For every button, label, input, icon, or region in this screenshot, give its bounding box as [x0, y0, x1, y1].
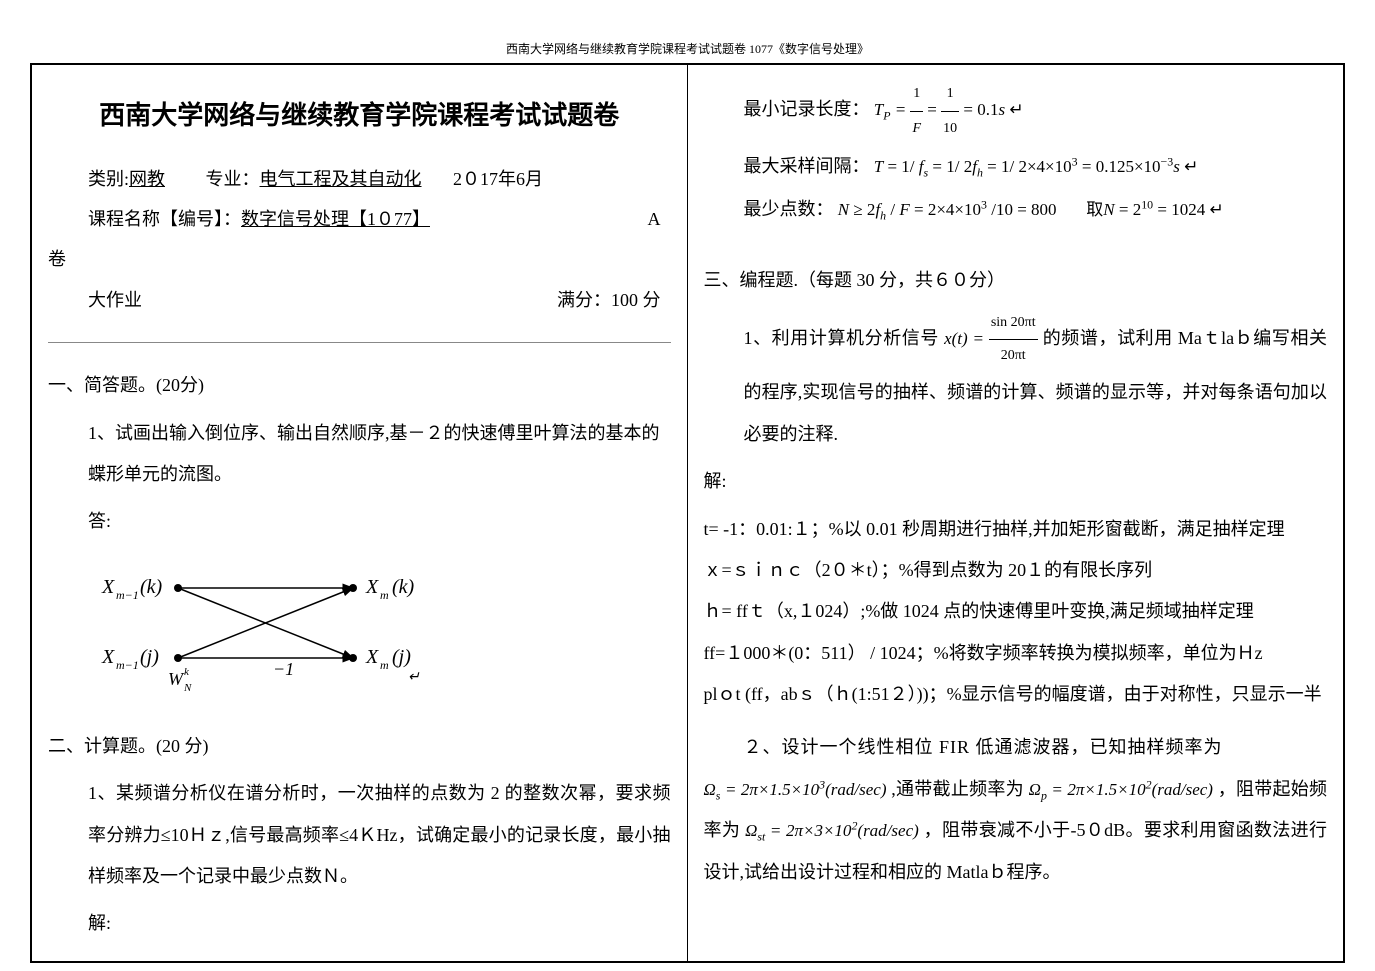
code-l2: ｘ=ｓｉｎｃ（2０＊t）；%得到点数为 20１的有限长序列 [704, 550, 1328, 591]
page-title: 西南大学网络与继续教育学院课程考试试题卷 [48, 95, 671, 132]
q31-prefix: 1、利用计算机分析信号 [744, 328, 939, 348]
section-2-question: 1、某频谱分析仪在谱分析时，一次抽样的点数为 2 的整数次幂，要求频率分辨力≤1… [48, 773, 671, 897]
formula-line-2: 最大采样间隔： T = 1/ fs = 1/ 2fh = 1/ 2×4×103 … [704, 145, 1328, 188]
section-1-question: 1、试画出输入倒位序、输出自然顺序,基－２的快速傅里叶算法的基本的蝶形单元的流图… [48, 413, 671, 496]
meta-line-1: 类别:网教 专业：电气工程及其自动化 2０17年6月 [48, 160, 671, 200]
svg-text:m: m [380, 658, 389, 672]
divider [48, 342, 671, 343]
svg-text:m−1: m−1 [116, 588, 139, 602]
svg-text:m−1: m−1 [116, 658, 139, 672]
code-l3: ｈ= ffｔ（x,１024）;%做 1024 点的快速傅里叶变换,满足频域抽样定… [704, 591, 1328, 632]
svg-text:−1: −1 [273, 659, 294, 679]
svg-text:X: X [365, 576, 379, 598]
solve-label-right: 解: [704, 461, 1328, 502]
paper-letter: A [648, 200, 661, 240]
answer-label: 答: [48, 501, 671, 542]
paper-word: 卷 [48, 239, 671, 280]
code-l1: t= -1：0.01:１；%以 0.01 秒周期进行抽样,并加矩形窗截断，满足抽… [704, 509, 1328, 550]
code-l5: plｏt (ff，abｓ（ｈ(1:51２）))；%显示信号的幅度谱，由于对称性，… [704, 674, 1328, 715]
meta-line-3: 大作业 满分：100 分 [48, 281, 671, 321]
svg-text:m: m [380, 588, 389, 602]
svg-text:N: N [183, 682, 192, 693]
svg-text:k: k [184, 666, 190, 678]
major-label: 专业： [206, 169, 260, 189]
major-value: 电气工程及其自动化 [260, 169, 422, 189]
q32-mid: ,通带截止频率为 [891, 779, 1024, 799]
formula-line-3: 最少点数： N ≥ 2fh / F = 2×4×103 /10 = 800 取N… [704, 188, 1328, 231]
svg-text:W: W [168, 669, 185, 689]
running-header: 西南大学网络与继续教育学院课程考试试题卷 1077《数字信号处理》 [30, 40, 1345, 57]
q1-text: 1、试画出输入倒位序、输出自然顺序,基－２的快速傅里叶算法的基本的蝶形单元的流图… [88, 423, 660, 484]
assignment-label: 大作业 [88, 290, 142, 310]
meta-line-2: 课程名称【编号】：数字信号处理【1０77】 A [48, 200, 671, 240]
category-label: 类别: [88, 169, 129, 189]
svg-text:(k): (k) [392, 576, 415, 598]
frac-num: sin 20πt [989, 307, 1038, 340]
formula-line-1: 最小记录长度： TP = 1F = 110 = 0.1s ↵ [704, 77, 1328, 145]
section-3-title: 三、编程题.（每题 30 分，共６０分） [704, 260, 1328, 301]
right-column: 最小记录长度： TP = 1F = 110 = 0.1s ↵ 最大采样间隔： T… [688, 65, 1344, 961]
course-label: 课程名称【编号】： [88, 209, 241, 229]
page-border: 西南大学网络与继续教育学院课程考试试题卷 类别:网教 专业：电气工程及其自动化 … [30, 63, 1345, 963]
f1-label: 最小记录长度： [744, 99, 870, 119]
q2-text: 1、某频谱分析仪在谱分析时，一次抽样的点数为 2 的整数次幂，要求频率分辨力≤1… [88, 783, 671, 886]
section-1-title: 一、简答题。(20分) [48, 365, 671, 406]
svg-text:(j): (j) [140, 646, 159, 668]
course-value: 数字信号处理【1０77】 [241, 209, 430, 229]
svg-text:X: X [101, 576, 115, 598]
svg-text:X: X [101, 646, 115, 668]
svg-text:↵: ↵ [408, 670, 420, 685]
svg-text:(k): (k) [140, 576, 163, 598]
svg-text:X: X [365, 646, 379, 668]
fullmark-label: 满分：100 分 [557, 281, 661, 321]
svg-text:(j): (j) [392, 646, 411, 668]
f2-label: 最大采样间隔： [744, 156, 870, 176]
section-2-title: 二、计算题。(20 分) [48, 726, 671, 767]
q32-prefix: ２、设计一个线性相位 FIR 低通滤波器，已知抽样频率为 [744, 737, 1223, 757]
category-value: 网教 [129, 169, 165, 189]
frac-den: 20πt [989, 340, 1038, 372]
butterfly-diagram: X m−1 (k) X m−1 (j) X m [48, 543, 671, 718]
solve-label-left: 解: [48, 903, 671, 944]
date-text: 2０17年6月 [453, 169, 543, 189]
left-column: 西南大学网络与继续教育学院课程考试试题卷 类别:网教 专业：电气工程及其自动化 … [32, 65, 688, 961]
f3-label: 最少点数： [744, 199, 834, 219]
q3-2: ２、设计一个线性相位 FIR 低通滤波器，已知抽样频率为 [704, 727, 1328, 768]
code-l4: ff=１000＊(0：511） / 1024；%将数字频率转换为模拟频率，单位为… [704, 633, 1328, 674]
q3-1: 1、利用计算机分析信号 x(t) = sin 20πt20πt 的频谱，试利用 … [704, 307, 1328, 455]
q3-2-cont: Ωs = 2π×1.5×103(rad/sec) ,通带截止频率为 Ωp = 2… [704, 769, 1328, 893]
